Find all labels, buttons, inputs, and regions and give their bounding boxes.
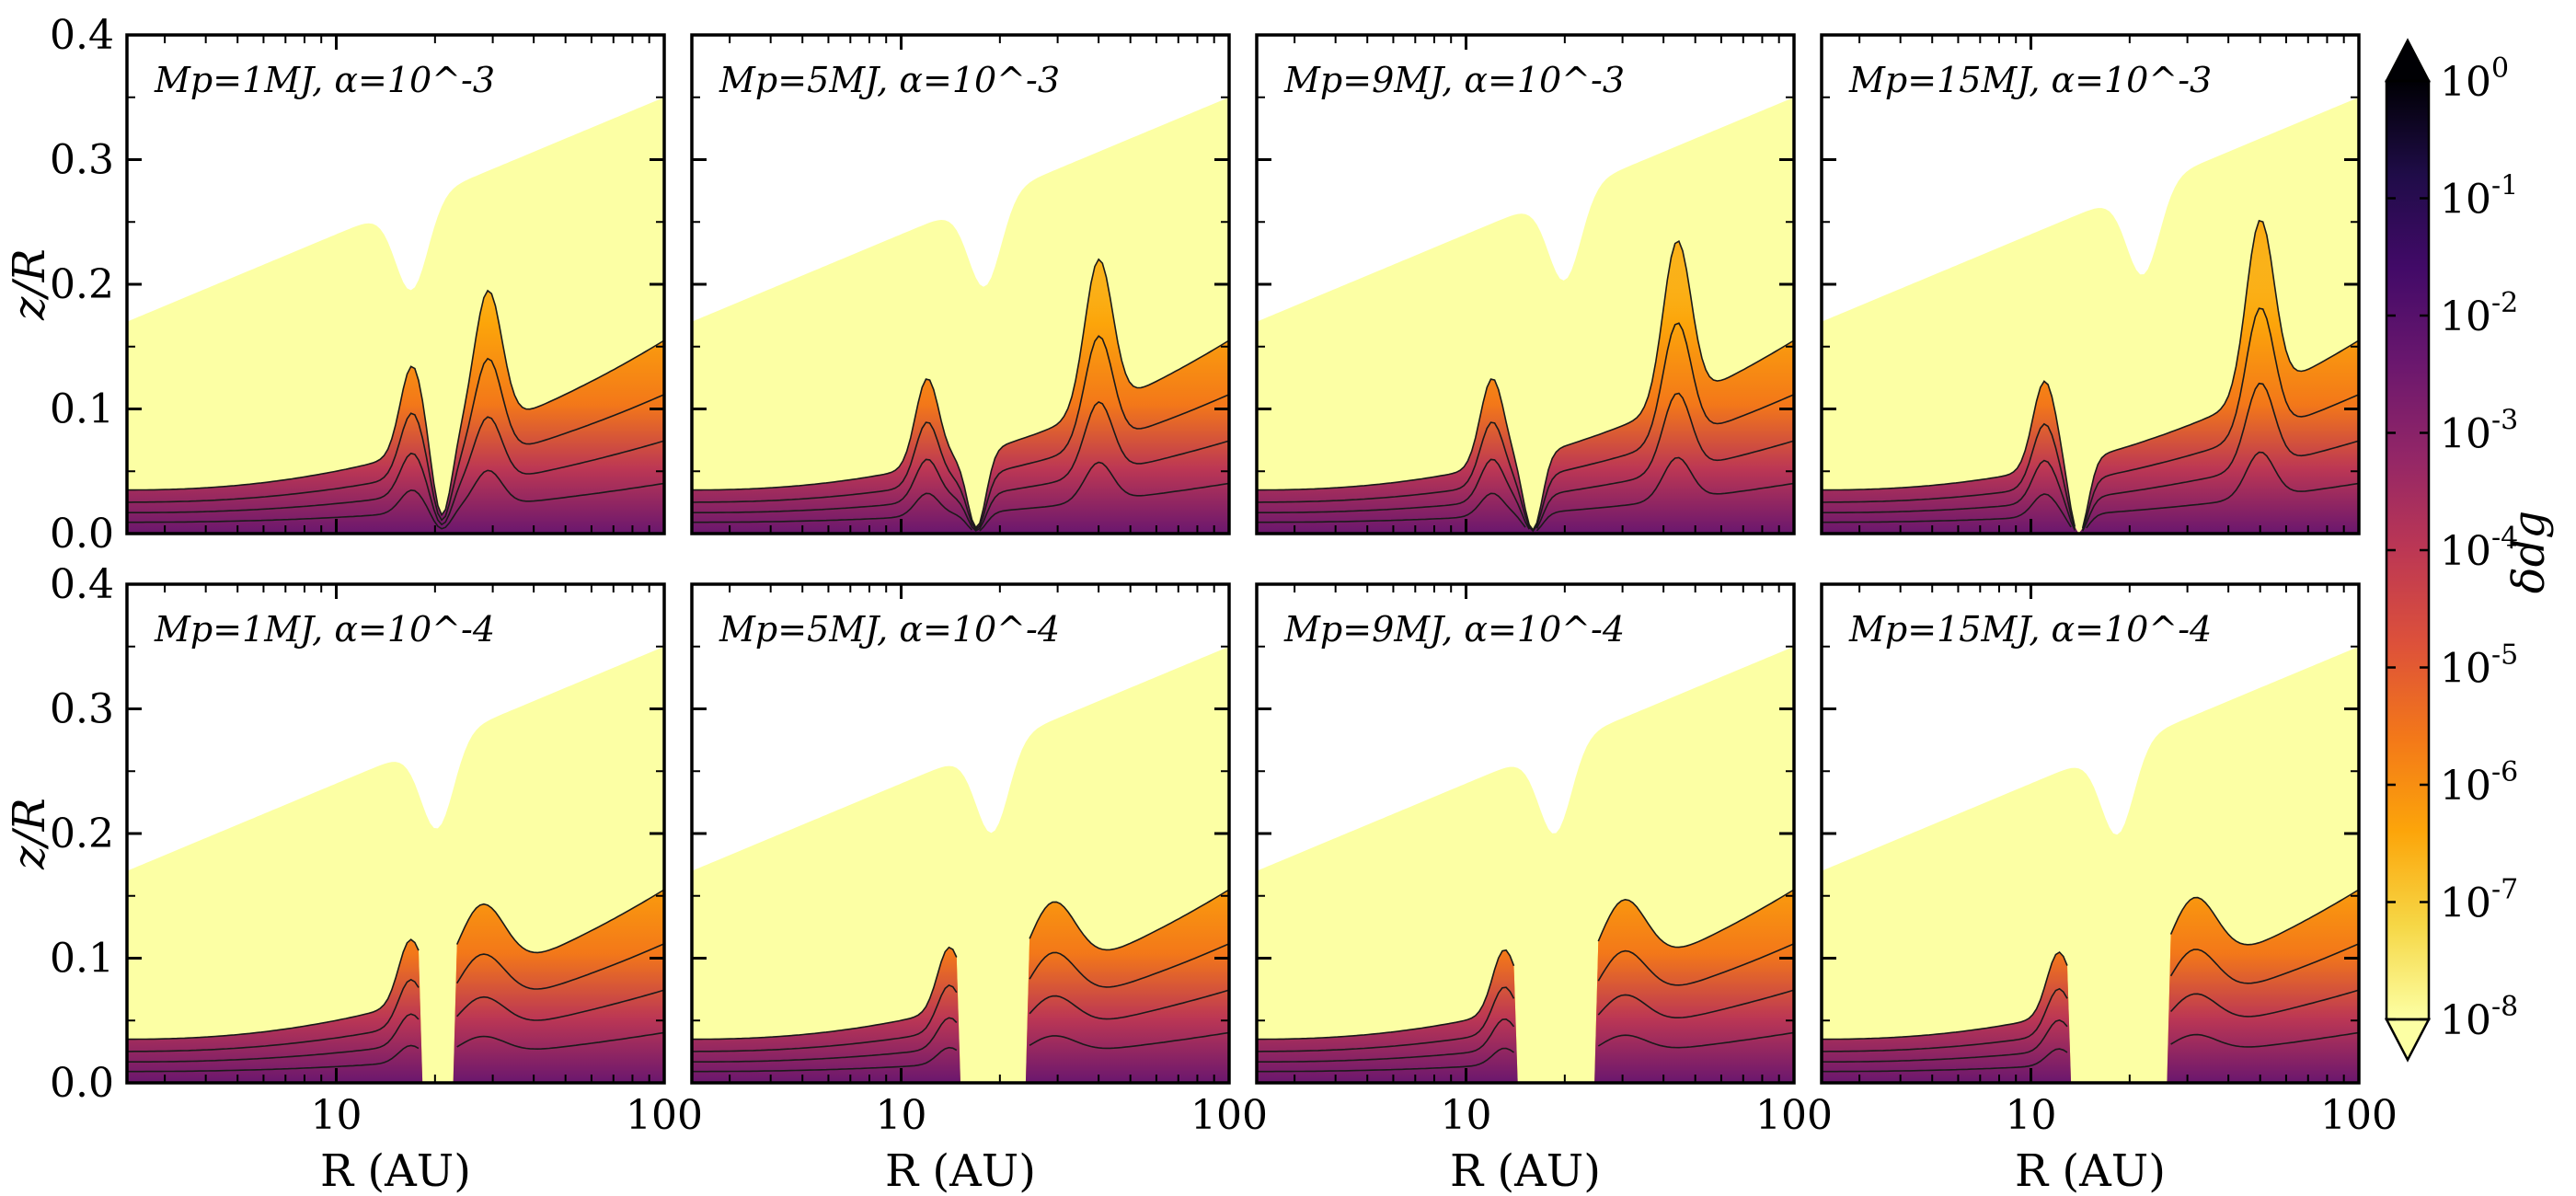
contour-line — [1822, 382, 2359, 532]
heatmap-disk-shade — [127, 890, 664, 1083]
panel-label: Mp=15MJ, α=10^-4 — [1848, 609, 2212, 650]
colorbar-tick-label: 10-4 — [2440, 522, 2518, 575]
contour-line — [1257, 322, 1794, 533]
panel-0-3: Mp=15MJ, α=10^-3 — [1820, 33, 2361, 535]
x-tick-label: 100 — [2320, 1092, 2398, 1139]
panel-1-2: 10 100 R (AU) Mp=9MJ, α=10^-4 — [1255, 582, 1833, 1196]
contour-line — [127, 943, 664, 1052]
contour-line — [1822, 943, 2359, 1052]
contour-line — [1822, 219, 2359, 529]
contour-line — [1257, 943, 1794, 1052]
contour-line — [1257, 1031, 1794, 1073]
contour-line — [127, 357, 664, 522]
contour-line — [127, 1031, 664, 1073]
heatmap-disk-shade — [1822, 890, 2359, 1083]
heatmap-disk-shade — [127, 290, 664, 534]
panel-label: Mp=9MJ, α=10^-4 — [1283, 609, 1625, 650]
colorbar-tick-label: 10-7 — [2440, 874, 2518, 927]
x-tick-label: 10 — [876, 1092, 927, 1139]
y-tick-label: 0.4 — [50, 12, 114, 59]
contour-line — [127, 989, 664, 1063]
y-tick-label: 0.3 — [50, 137, 114, 184]
contour-line — [692, 943, 1229, 1052]
colorbar-tick-label: 10-3 — [2440, 405, 2518, 458]
y-tick-label: 0.0 — [50, 1060, 114, 1107]
contour-line — [1257, 392, 1794, 530]
panel-label: Mp=1MJ, α=10^-4 — [154, 609, 495, 650]
colorbar-extend-min — [2384, 1018, 2432, 1063]
heatmap-disk-shade — [692, 890, 1229, 1083]
colorbar-tick-label: 10-1 — [2440, 170, 2518, 224]
x-tick-label: 100 — [626, 1092, 703, 1139]
colorbar-extend-max — [2384, 38, 2432, 83]
colorbar-tick-label: 10-6 — [2440, 756, 2518, 810]
colorbar: 100 10-1 10-2 10-3 10-4 10-5 10-6 10-7 10-8 δdg — [2384, 38, 2555, 1063]
panel-0-0: 0.0 0.1 0.2 0.3 0.4 z/R Mp=1MJ, α=10^-3 — [4, 12, 666, 558]
contour-line — [692, 889, 1229, 1041]
x-tick-label: 100 — [1755, 1092, 1833, 1139]
colorbar-tick-label: 10-8 — [2440, 991, 2518, 1044]
contour-line — [127, 469, 664, 530]
contour-line — [692, 400, 1229, 532]
contour-line — [1822, 1031, 2359, 1073]
heatmap-disk-shade — [1257, 890, 1794, 1083]
colorbar-tick-label: 10-5 — [2440, 639, 2518, 693]
y-tick-label: 0.4 — [50, 561, 114, 608]
contour-line — [127, 416, 664, 526]
contour-line — [127, 289, 664, 517]
panel-1-1: 10 100 R (AU) Mp=5MJ, α=10^-4 — [690, 582, 1268, 1196]
panel-0-1: Mp=5MJ, α=10^-3 — [690, 33, 1231, 535]
contour-line — [1257, 989, 1794, 1063]
colorbar-label: δdg — [2503, 511, 2555, 593]
panel-label: Mp=5MJ, α=10^-3 — [719, 60, 1060, 100]
y-axis-label: z/R — [4, 248, 55, 321]
contour-line — [692, 258, 1229, 529]
heatmap-disk-shade — [1822, 220, 2359, 534]
x-axis-label: R (AU) — [320, 1145, 471, 1196]
panel-label: Mp=5MJ, α=10^-4 — [719, 609, 1060, 650]
panel-label: Mp=1MJ, α=10^-3 — [154, 60, 495, 100]
contour-line — [1822, 989, 2359, 1063]
panel-1-3: 10 100 R (AU) Mp=15MJ, α=10^-4 — [1820, 582, 2398, 1196]
x-tick-label: 10 — [311, 1092, 362, 1139]
heatmap-disk-shade — [1257, 241, 1794, 534]
y-tick-label: 0.0 — [50, 511, 114, 558]
y-tick-label: 0.3 — [50, 686, 114, 733]
contour-line — [1257, 889, 1794, 1041]
contour-line — [1822, 307, 2359, 530]
contour-line — [127, 889, 664, 1041]
contour-line — [692, 461, 1229, 532]
colorbar-tick-label: 10-2 — [2440, 287, 2518, 340]
contour-line — [1822, 451, 2359, 529]
panel-label: Mp=15MJ, α=10^-3 — [1848, 60, 2212, 100]
colorbar-tick-label: 100 — [2440, 52, 2509, 106]
y-axis-label: z/R — [4, 798, 55, 870]
panels-group: 0.0 0.1 0.2 0.3 0.4 z/R Mp=1MJ, α=10^-3 Mp=5MJ,… — [4, 12, 2398, 1196]
x-tick-label: 10 — [2006, 1092, 2057, 1139]
contour-line — [692, 335, 1229, 531]
x-axis-label: R (AU) — [885, 1145, 1036, 1196]
contour-line — [692, 1031, 1229, 1073]
y-tick-label: 0.1 — [50, 936, 114, 983]
y-tick-label: 0.1 — [50, 386, 114, 433]
panel-0-2: Mp=9MJ, α=10^-3 — [1255, 33, 1796, 535]
contour-line — [1257, 240, 1794, 532]
x-axis-label: R (AU) — [2015, 1145, 2166, 1196]
contour-line — [1822, 889, 2359, 1041]
x-tick-label: 100 — [1190, 1092, 1268, 1139]
contour-line — [1257, 456, 1794, 532]
panel-1-0: 0.0 0.1 0.2 0.3 0.4 z/R 10 100 R (AU) Mp=1MJ, α=1… — [4, 561, 703, 1196]
panel-label: Mp=9MJ, α=10^-3 — [1283, 60, 1625, 100]
y-tick-label: 0.2 — [50, 261, 114, 308]
x-tick-label: 10 — [1441, 1092, 1492, 1139]
contour-line — [692, 989, 1229, 1063]
y-tick-label: 0.2 — [50, 811, 114, 857]
x-axis-label: R (AU) — [1450, 1145, 1601, 1196]
